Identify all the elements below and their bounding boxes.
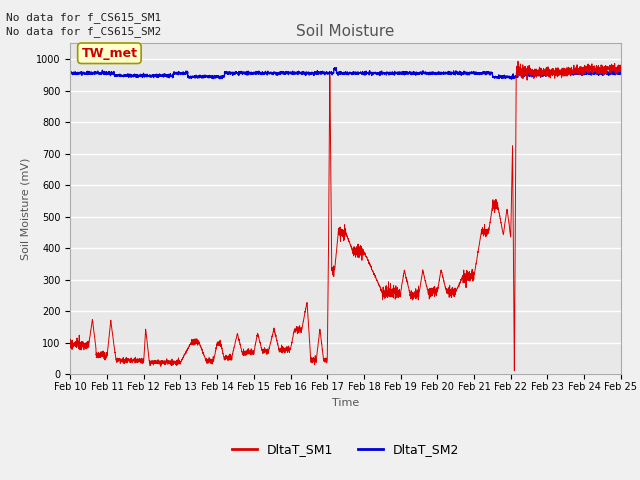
Text: No data for f_CS615_SM1: No data for f_CS615_SM1 [6,12,162,23]
Text: No data for f_CS615_SM2: No data for f_CS615_SM2 [6,26,162,37]
X-axis label: Time: Time [332,397,359,408]
Title: Soil Moisture: Soil Moisture [296,24,395,39]
Legend: DltaT_SM1, DltaT_SM2: DltaT_SM1, DltaT_SM2 [227,438,465,461]
Text: TW_met: TW_met [81,47,138,60]
Y-axis label: Soil Moisture (mV): Soil Moisture (mV) [20,157,31,260]
